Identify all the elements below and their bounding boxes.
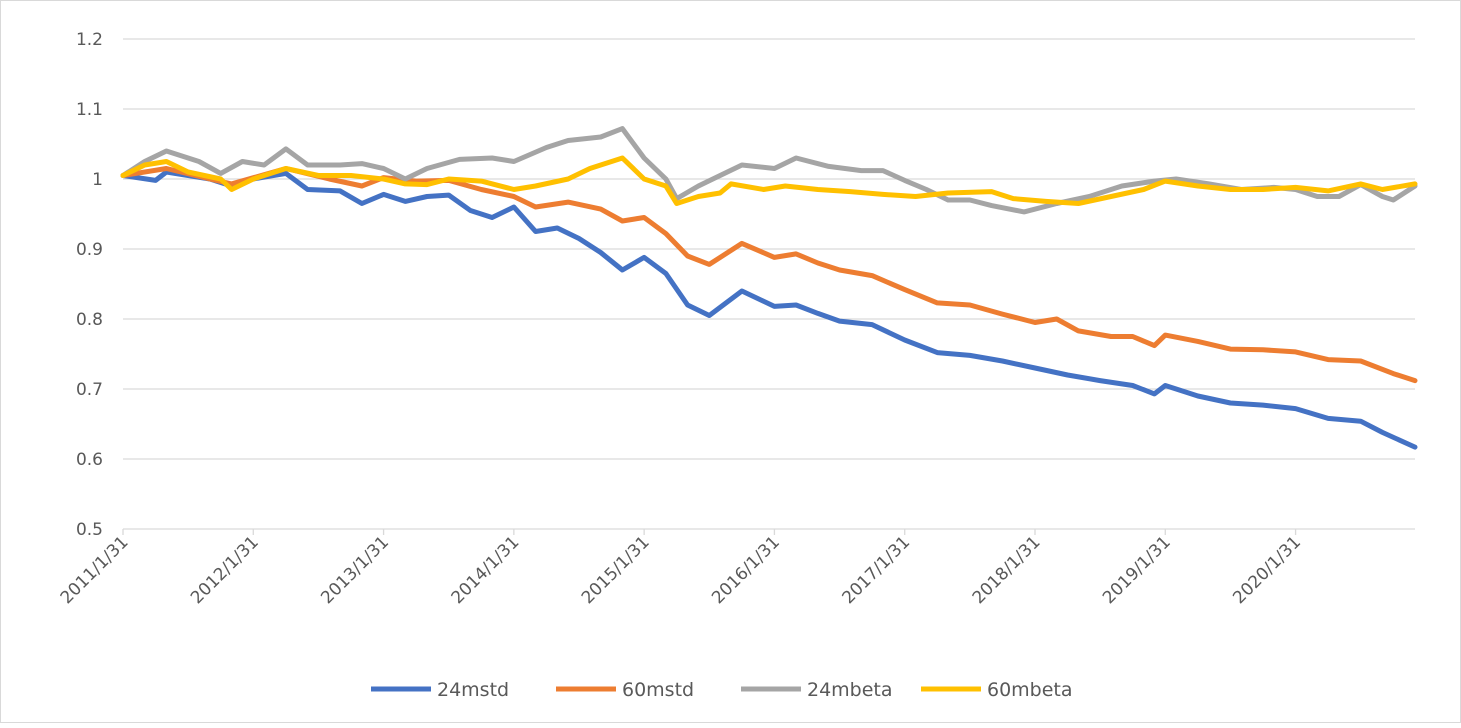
x-tick-label: 2018/1/31: [969, 532, 1045, 608]
y-tick-label: 0.8: [76, 310, 103, 330]
x-tick-label: 2011/1/31: [57, 532, 133, 608]
series-line-24mstd: [120, 169, 1418, 450]
y-tick-label: 1.2: [76, 30, 103, 50]
x-tick-label: 2016/1/31: [708, 532, 784, 608]
x-tick-label: 2012/1/31: [187, 532, 263, 608]
y-tick-label: 1: [92, 170, 103, 190]
x-tick-label: 2015/1/31: [578, 532, 654, 608]
y-tick-label: 0.5: [76, 520, 103, 540]
legend-label-60mbeta: 60mbeta: [987, 679, 1073, 701]
series-line-24mbeta: [120, 126, 1418, 215]
y-tick-label: 0.6: [76, 450, 103, 470]
x-tick-label: 2019/1/31: [1099, 532, 1175, 608]
legend-label-24mbeta: 24mbeta: [807, 679, 893, 701]
y-tick-label: 0.7: [76, 380, 103, 400]
x-tick-label: 2014/1/31: [448, 532, 524, 608]
x-tick-label: 2020/1/31: [1229, 532, 1305, 608]
x-tick-label: 2017/1/31: [838, 532, 914, 608]
legend-label-24mstd: 24mstd: [437, 679, 509, 701]
y-tick-label: 0.9: [76, 240, 103, 260]
series-line-60mbeta: [120, 155, 1418, 206]
series-line-60mstd: [120, 166, 1418, 384]
y-tick-label: 1.1: [76, 100, 103, 120]
legend-label-60mstd: 60mstd: [622, 679, 694, 701]
x-tick-label: 2013/1/31: [317, 532, 393, 608]
